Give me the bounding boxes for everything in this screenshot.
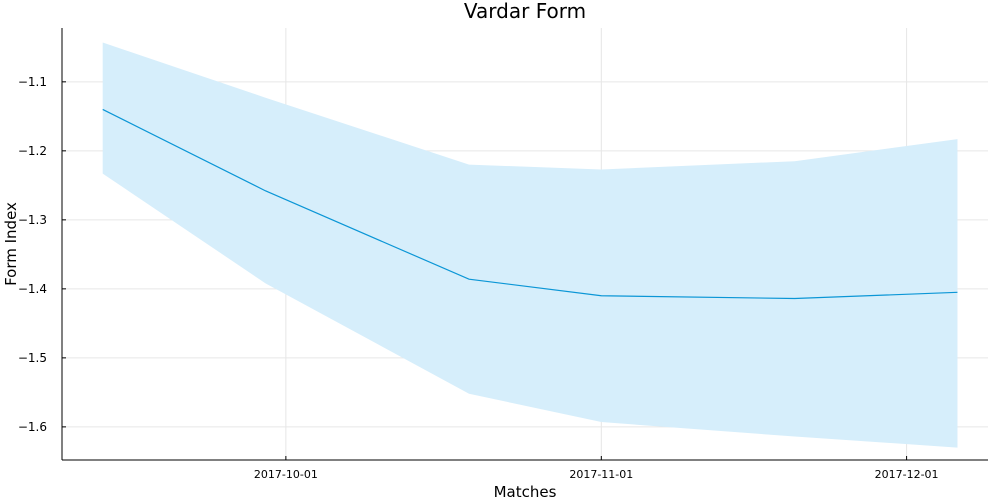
confidence-band-area bbox=[102, 42, 958, 448]
confidence-band bbox=[102, 42, 958, 448]
y-tick-label: −1.6 bbox=[18, 420, 47, 434]
x-axis-label: Matches bbox=[494, 483, 557, 500]
y-tick-label: −1.3 bbox=[18, 213, 47, 227]
y-tick-label: −1.4 bbox=[18, 282, 47, 296]
y-ticks: −1.1 −1.2 −1.3 −1.4 −1.5 −1.6 bbox=[18, 75, 66, 434]
y-tick-label: −1.2 bbox=[18, 144, 47, 158]
y-axis-label: Form Index bbox=[2, 202, 20, 286]
series-polyline bbox=[102, 108, 958, 300]
axes bbox=[61, 28, 988, 461]
x-ticks: 2017-10-01 2017-11-01 2017-12-01 bbox=[254, 456, 939, 481]
y-tick-label: −1.5 bbox=[18, 351, 47, 365]
x-tick-label: 2017-10-01 bbox=[254, 468, 318, 481]
x-tick-label: 2017-12-01 bbox=[875, 468, 939, 481]
series-line bbox=[102, 108, 958, 300]
y-tick-label: −1.1 bbox=[18, 75, 47, 89]
x-tick-label: 2017-11-01 bbox=[569, 468, 633, 481]
chart-title: Vardar Form bbox=[464, 0, 586, 23]
